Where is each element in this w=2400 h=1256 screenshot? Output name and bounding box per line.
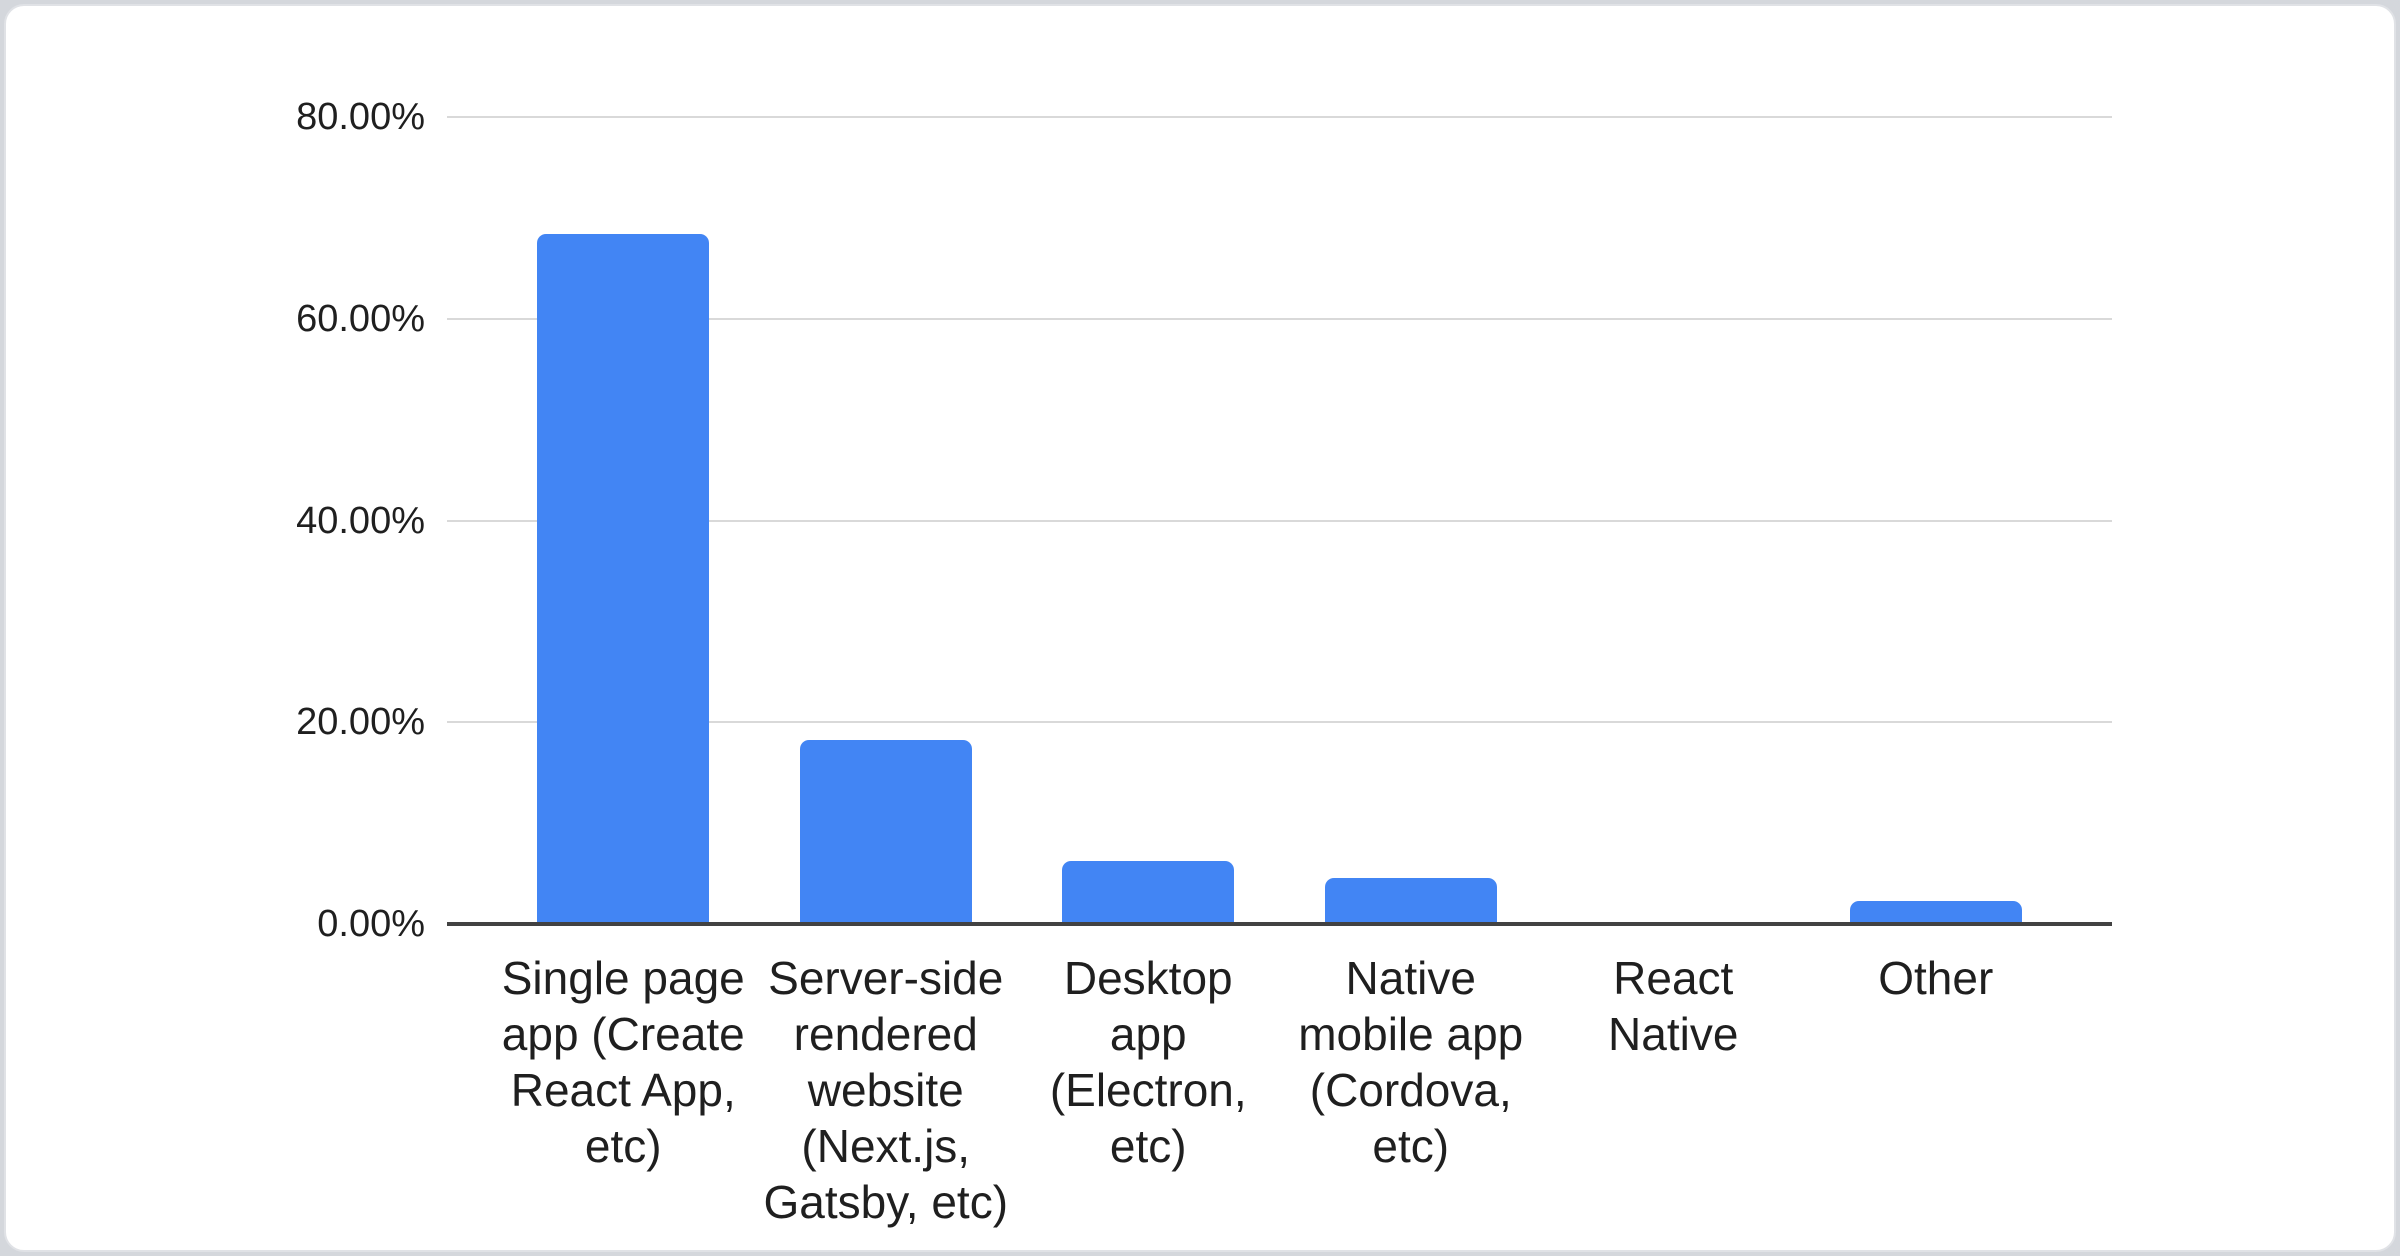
x-category-label-line: Desktop [1063, 952, 1233, 1004]
x-category-label-line: (Cordova, [1309, 1064, 1512, 1116]
bar[interactable] [1324, 877, 1497, 924]
x-category-label-line: website [807, 1064, 964, 1116]
y-tick-label: 60.00% [296, 297, 425, 340]
x-category-label-line: etc) [1109, 1120, 1187, 1172]
chart-card: 80.00% 60.00% 40.00% 20.00% 0.00% Single pag… [4, 4, 2396, 1252]
x-axis-line [447, 922, 2112, 926]
y-tick-label: 20.00% [296, 701, 425, 744]
x-category-label: Desktop app (Electron, etc) [1017, 950, 1280, 1230]
bar-slot [1542, 117, 1805, 924]
x-axis-labels: Single page app (Create React App, etc) Serv… [492, 950, 2067, 1230]
x-category-label: Other [1805, 950, 2068, 1230]
x-category-label: Native mobile app (Cordova, etc) [1280, 950, 1543, 1230]
y-tick-label: 80.00% [296, 96, 425, 138]
x-category-label-line: Server-side [768, 952, 1004, 1004]
x-category-label-line: React [1613, 952, 1734, 1004]
x-category-label-line: (Next.js, [801, 1120, 971, 1172]
bar-slot [492, 117, 755, 924]
x-category-label-line: React App, [510, 1064, 736, 1116]
x-category-label-line: Single page [501, 952, 745, 1004]
x-category-label-line: Other [1878, 952, 1994, 1004]
bar-slot [1017, 117, 1280, 924]
x-category-label-line: Native [1608, 1008, 1739, 1060]
y-tick-label: 40.00% [296, 499, 425, 542]
x-category-label-line: Native [1345, 952, 1476, 1004]
bar-slot [1805, 117, 2068, 924]
x-category-label-line: mobile app [1298, 1008, 1524, 1060]
gridline [447, 317, 2112, 320]
x-category-label: React Native [1542, 950, 1805, 1230]
x-category-label-line: Gatsby, etc) [763, 1176, 1009, 1228]
x-category-label-line: rendered [793, 1008, 978, 1060]
x-category-label: Single page app (Create React App, etc) [492, 950, 755, 1230]
bar[interactable] [537, 234, 710, 924]
bar-slot [1280, 117, 1543, 924]
x-category-label: Server-side rendered website (Next.js, Gatsb… [755, 950, 1018, 1230]
x-category-label-line: app (Create [501, 1008, 745, 1060]
bars [492, 117, 2067, 924]
x-category-label-line: (Electron, [1049, 1064, 1247, 1116]
x-category-label-line: etc) [584, 1120, 662, 1172]
bar[interactable] [799, 740, 972, 924]
bar[interactable] [1062, 861, 1235, 924]
y-tick-label: 0.00% [317, 903, 425, 945]
x-category-label-line: app [1109, 1008, 1187, 1060]
gridline [447, 721, 2112, 724]
gridline [447, 519, 2112, 522]
plot-area: 80.00% 60.00% 40.00% 20.00% 0.00% [296, 96, 2112, 945]
gridline [447, 116, 2112, 118]
bar[interactable] [1849, 900, 2022, 924]
x-category-label-line: etc) [1372, 1120, 1450, 1172]
bar-slot [755, 117, 1018, 924]
